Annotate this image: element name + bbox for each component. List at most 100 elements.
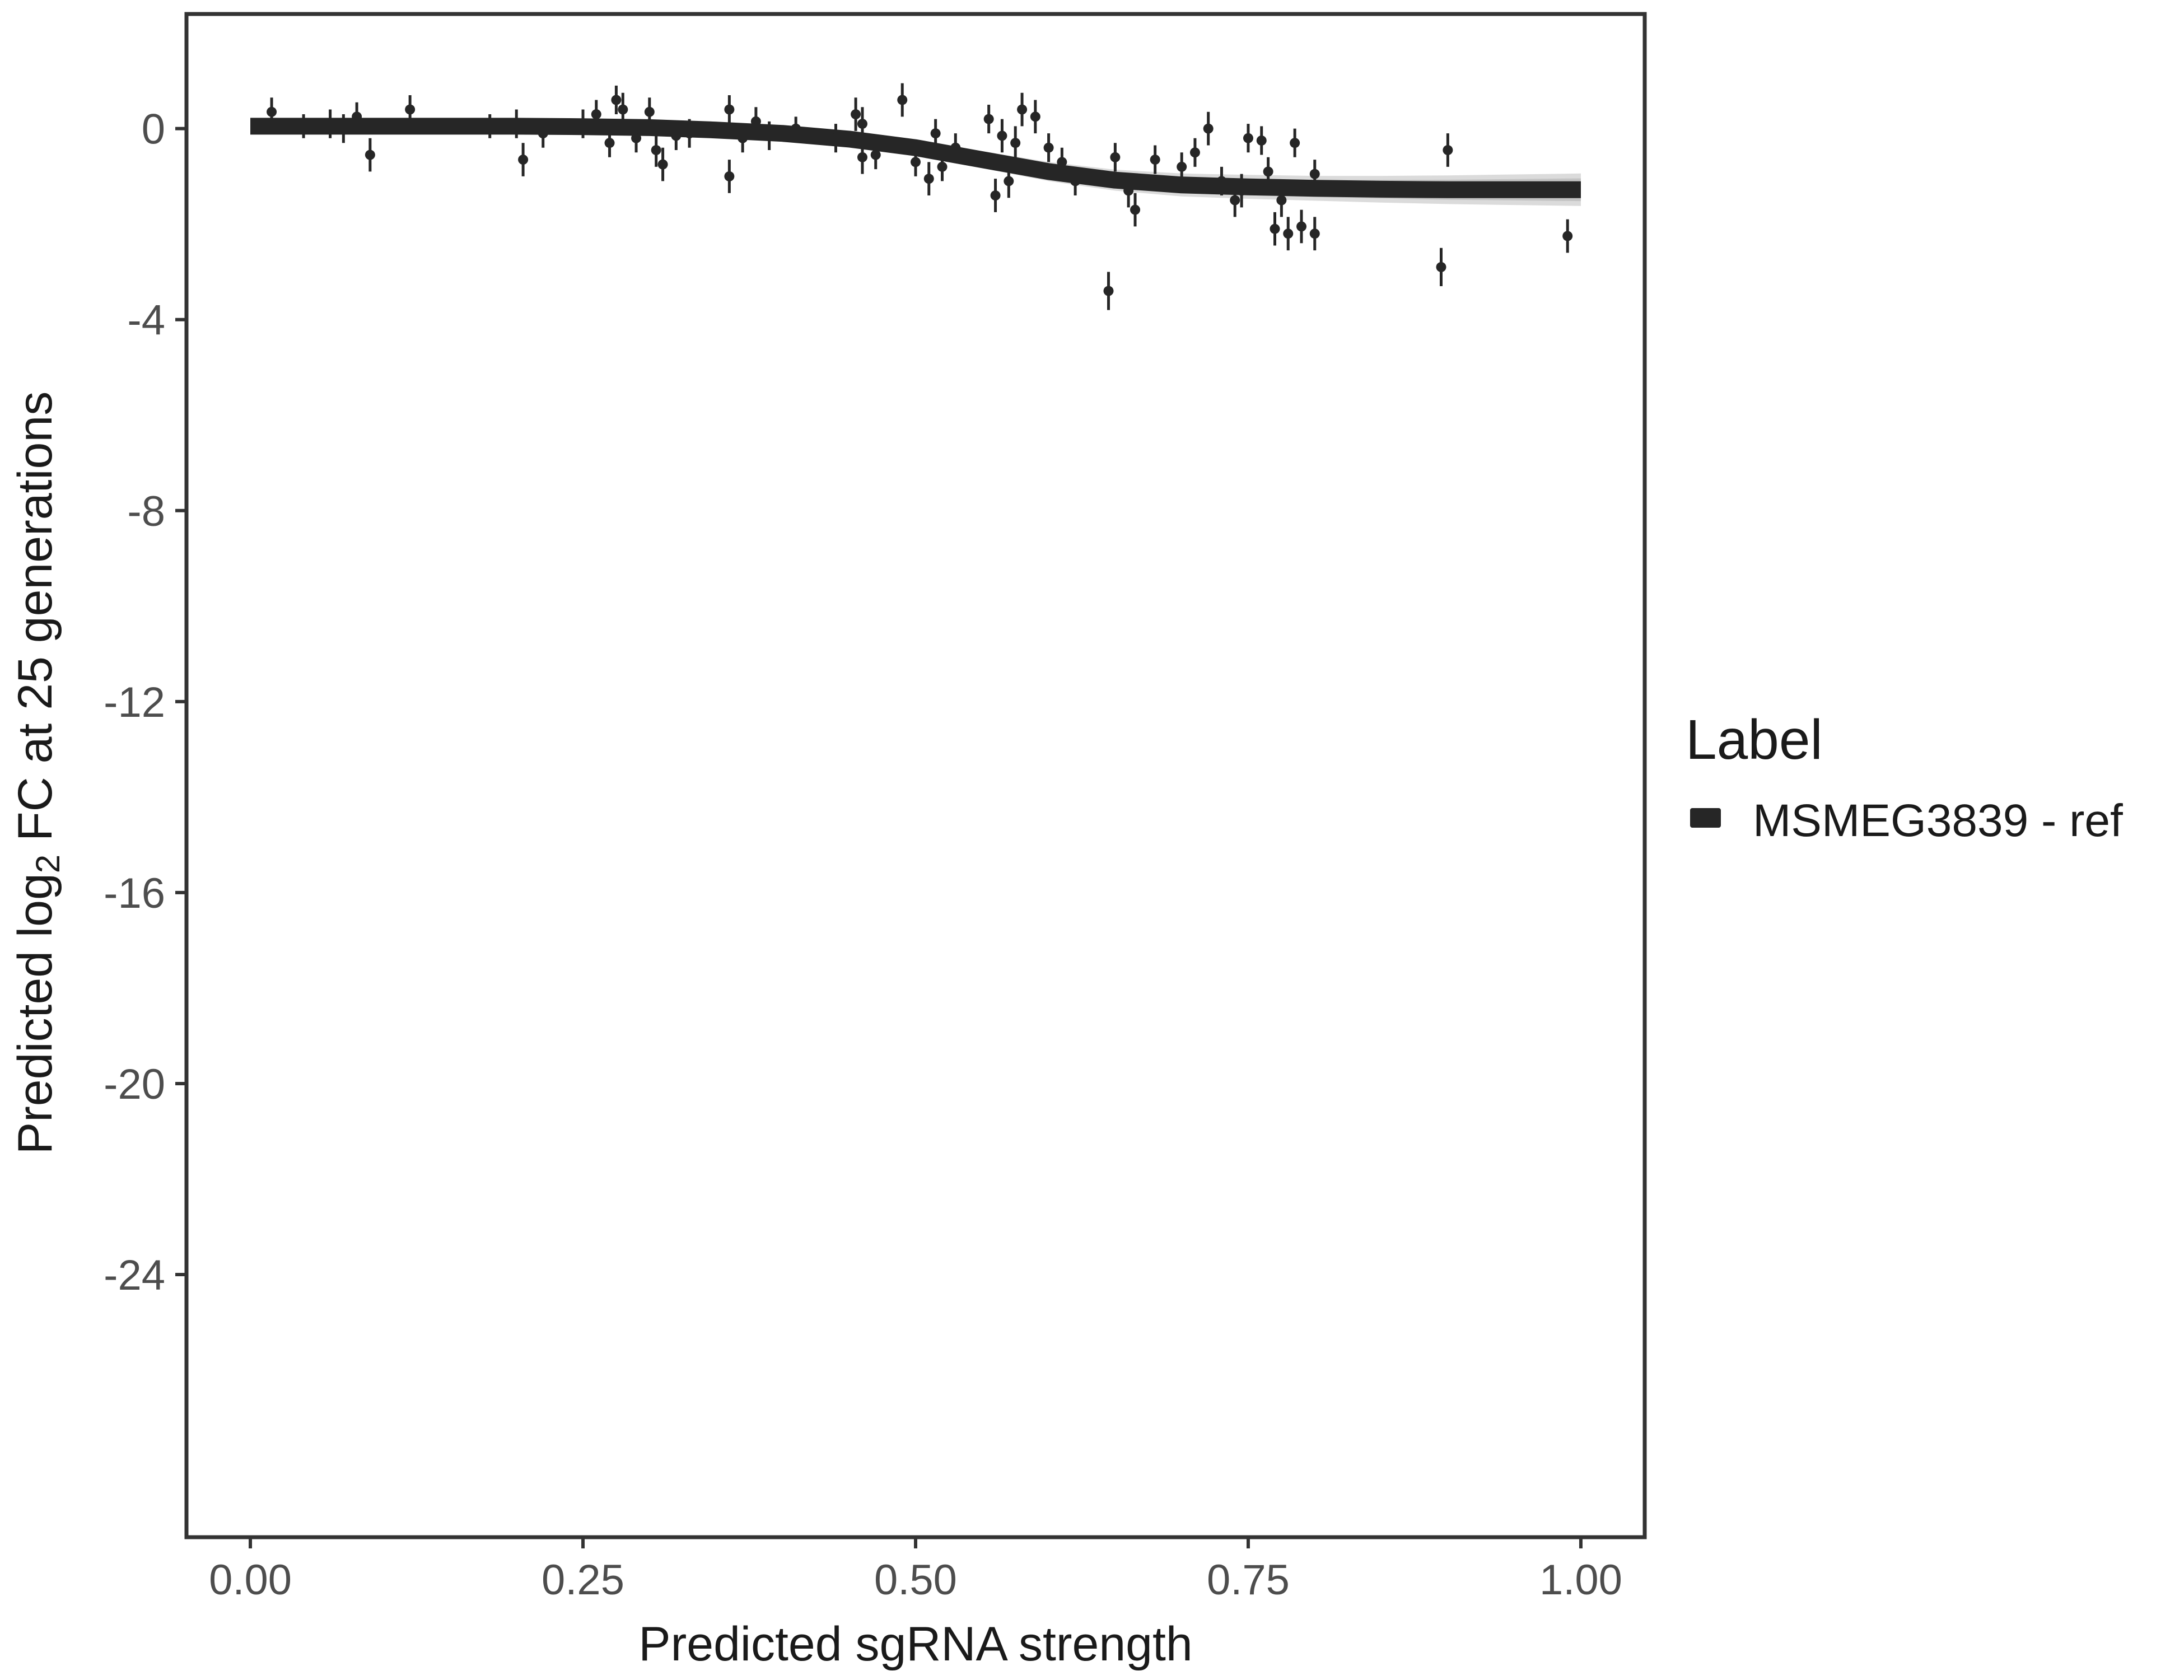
data-point: [591, 100, 601, 129]
data-point: [1004, 164, 1014, 198]
point-marker: [338, 123, 349, 134]
data-point: [611, 85, 622, 115]
point-marker: [325, 119, 335, 129]
point-marker: [1043, 142, 1054, 153]
data-point: [267, 97, 277, 127]
data-point: [1230, 183, 1240, 217]
point-marker: [1070, 176, 1081, 186]
point-marker: [405, 104, 416, 115]
data-point: [618, 92, 628, 127]
data-point: [897, 83, 908, 117]
data-point: [851, 97, 861, 131]
data-points-layer: [267, 83, 1573, 310]
data-point: [1436, 248, 1446, 287]
point-marker: [1203, 123, 1214, 134]
data-point: [657, 147, 668, 181]
point-marker: [857, 152, 867, 162]
point-marker: [1103, 286, 1114, 296]
y-tick-label: -24: [104, 1252, 165, 1299]
point-marker: [1443, 145, 1453, 156]
point-marker: [1004, 176, 1014, 186]
point-marker: [897, 95, 908, 105]
point-marker: [365, 150, 375, 160]
point-marker: [618, 104, 628, 115]
y-axis-title-prefix: Predicted log: [8, 873, 62, 1154]
legend-entry-label: MSMEG3839 - ref: [1753, 795, 2123, 846]
fit-line: [250, 118, 1581, 198]
data-point: [511, 109, 522, 138]
point-marker: [1030, 111, 1040, 122]
data-point: [870, 140, 881, 170]
point-marker: [1296, 221, 1307, 232]
data-point: [1256, 126, 1267, 155]
point-marker: [950, 142, 961, 153]
y-tick-label: -12: [104, 679, 165, 726]
point-marker: [631, 133, 642, 143]
point-marker: [511, 119, 522, 129]
y-tick-label: -8: [127, 488, 165, 535]
point-marker: [1123, 185, 1134, 196]
data-point: [1309, 160, 1320, 189]
data-point: [997, 119, 1007, 153]
point-marker: [724, 104, 735, 115]
data-point: [1243, 124, 1253, 153]
point-marker: [830, 133, 841, 143]
data-point: [365, 138, 375, 172]
point-marker: [651, 145, 661, 156]
point-marker: [1436, 262, 1446, 272]
data-point: [724, 95, 735, 124]
data-point: [1290, 128, 1300, 157]
point-marker: [923, 174, 934, 184]
data-point: [1270, 212, 1280, 246]
data-point: [1443, 133, 1453, 167]
data-point: [644, 97, 655, 127]
point-marker: [791, 123, 801, 134]
data-point: [857, 107, 867, 141]
point-marker: [1110, 152, 1121, 162]
data-point: [764, 121, 774, 151]
y-tick-label: -20: [104, 1061, 165, 1108]
data-point: [950, 133, 961, 162]
point-marker: [1010, 138, 1021, 148]
data-point: [1070, 166, 1081, 196]
data-point: [830, 124, 841, 153]
data-point: [738, 124, 748, 153]
point-marker: [911, 157, 921, 167]
data-point: [1043, 133, 1054, 162]
x-tick-label: 0.75: [1207, 1556, 1290, 1604]
data-point: [1203, 111, 1214, 146]
point-marker: [1309, 169, 1320, 179]
data-point: [538, 119, 548, 148]
point-marker: [1276, 195, 1287, 206]
data-point: [1283, 217, 1294, 251]
x-axis-title: Predicted sgRNA strength: [638, 1617, 1193, 1671]
data-point: [1216, 166, 1227, 196]
data-point: [990, 179, 1001, 212]
point-marker: [484, 121, 495, 132]
data-point: [724, 160, 735, 193]
data-point: [1276, 183, 1287, 217]
data-point: [750, 107, 761, 136]
x-axis: 0.00 0.25 0.50 0.75 1.00: [209, 1537, 1622, 1604]
data-point: [1562, 219, 1573, 253]
point-marker: [997, 130, 1007, 141]
data-point: [1263, 157, 1273, 186]
data-point: [1017, 92, 1028, 127]
point-marker: [983, 114, 994, 124]
y-axis: 0 -4 -8 -12 -16 -20 -24: [104, 106, 186, 1299]
data-point: [518, 143, 529, 176]
x-tick-label: 0.00: [209, 1556, 292, 1604]
point-marker: [1263, 166, 1273, 177]
point-marker: [1243, 133, 1253, 143]
data-point: [930, 119, 941, 148]
point-marker: [604, 138, 615, 148]
y-tick-label: -4: [127, 297, 165, 344]
data-point: [338, 114, 349, 143]
point-marker: [1256, 135, 1267, 146]
data-point: [484, 114, 495, 138]
point-marker: [1230, 195, 1240, 206]
point-marker: [1057, 157, 1067, 167]
point-marker: [857, 119, 867, 129]
y-axis-title: Predicted log2 FC at 25 generations: [8, 391, 67, 1154]
legend: Label MSMEG3839 - ref: [1686, 708, 2123, 846]
